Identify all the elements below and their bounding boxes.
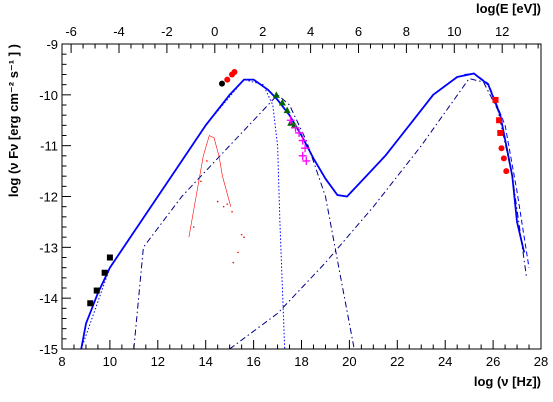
x-tick-label: 18: [294, 354, 308, 369]
host-point-5: [226, 203, 229, 205]
optical-point-4: [218, 80, 225, 87]
host-galaxy-points: [192, 160, 245, 264]
y-tick-label: -13: [39, 240, 58, 255]
x-axis-title: log (ν [Hz]): [474, 374, 541, 389]
top-tick-label: 0: [211, 24, 218, 39]
host-point-4: [222, 205, 225, 208]
host-point-7: [240, 233, 243, 236]
top-tick-label: 2: [259, 24, 266, 39]
series-line-4: [464, 72, 530, 268]
y-tick-label: -12: [39, 190, 58, 205]
x-tick-label: 20: [342, 354, 356, 369]
x-tick-label: 26: [486, 354, 500, 369]
xrt-point-19: [298, 151, 307, 160]
radio-point-1: [93, 287, 100, 294]
gamma-point-24: [500, 155, 507, 162]
top-axis-ticks: -6 -4 -2 0 2 4 6 8 10 12: [65, 24, 539, 53]
top-tick-label: 6: [355, 24, 362, 39]
y-axis-title: log (ν Fν [erg cm⁻² s⁻¹ ] ): [6, 44, 21, 197]
y-tick-label: -15: [39, 342, 58, 357]
host-point-1: [200, 180, 202, 183]
xrt-point-18: [302, 156, 311, 165]
host-point-6: [231, 210, 233, 213]
x-tick-label: 24: [438, 354, 452, 369]
gamma-point-22: [497, 129, 504, 136]
x-tick-label: 14: [198, 354, 212, 369]
xrt-point-13: [286, 116, 295, 125]
x-tick-label: 10: [103, 354, 117, 369]
top-tick-label: 4: [307, 24, 314, 39]
rxte-point-10: [283, 106, 291, 114]
host-point-0: [192, 226, 195, 228]
gamma-point-23: [498, 145, 505, 152]
host-point-8: [243, 236, 245, 238]
y-tick-label: -9: [46, 37, 58, 52]
series-line-3: [229, 78, 528, 350]
host-point-3: [216, 200, 219, 203]
top-tick-label: 8: [403, 24, 410, 39]
top-tick-label: 10: [447, 24, 461, 39]
x-axis-ticks: 8 10 12 14 16 18 20 22 24 26 28: [58, 340, 548, 369]
gamma-point-21: [496, 117, 503, 124]
top-axis-title: log(E [eV]): [476, 1, 541, 16]
host-point-2: [206, 160, 208, 162]
radio-point-0: [87, 300, 94, 307]
top-tick-label: 12: [495, 24, 509, 39]
y-tick-label: -11: [40, 139, 58, 154]
x-tick-label: 22: [390, 354, 404, 369]
model-curves: [80, 72, 530, 350]
x-tick-label: 16: [246, 354, 260, 369]
rxte-point-8: [272, 91, 280, 98]
host-point-10: [237, 251, 239, 254]
y-axis-ticks: -15 -14 -13 -12 -11 -10 -9: [39, 37, 71, 357]
host-point-9: [232, 261, 235, 264]
optical-point-7: [231, 68, 238, 75]
series-line-1: [80, 79, 286, 350]
top-tick-label: -6: [65, 24, 77, 39]
rxte-point-9: [278, 98, 286, 106]
x-tick-label: 12: [151, 354, 165, 369]
series-line-5: [188, 135, 232, 238]
x-tick-label: 28: [534, 354, 548, 369]
top-tick-label: -4: [113, 24, 125, 39]
xrt-point-14: [291, 123, 300, 132]
optical-point-5: [224, 76, 231, 83]
radio-point-3: [106, 254, 113, 261]
xrt-point-16: [298, 136, 307, 145]
gamma-point-25: [503, 168, 510, 175]
gamma-point-20: [492, 96, 499, 103]
xrt-point-15: [295, 128, 304, 137]
radio-point-2: [101, 269, 108, 276]
x-tick-label: 8: [58, 354, 65, 369]
top-tick-label: -2: [161, 24, 173, 39]
data-points: [87, 68, 510, 307]
series-line-2: [133, 94, 355, 350]
xrt-point-17: [301, 144, 310, 153]
y-tick-label: -10: [39, 88, 58, 103]
y-tick-label: -14: [39, 291, 58, 306]
